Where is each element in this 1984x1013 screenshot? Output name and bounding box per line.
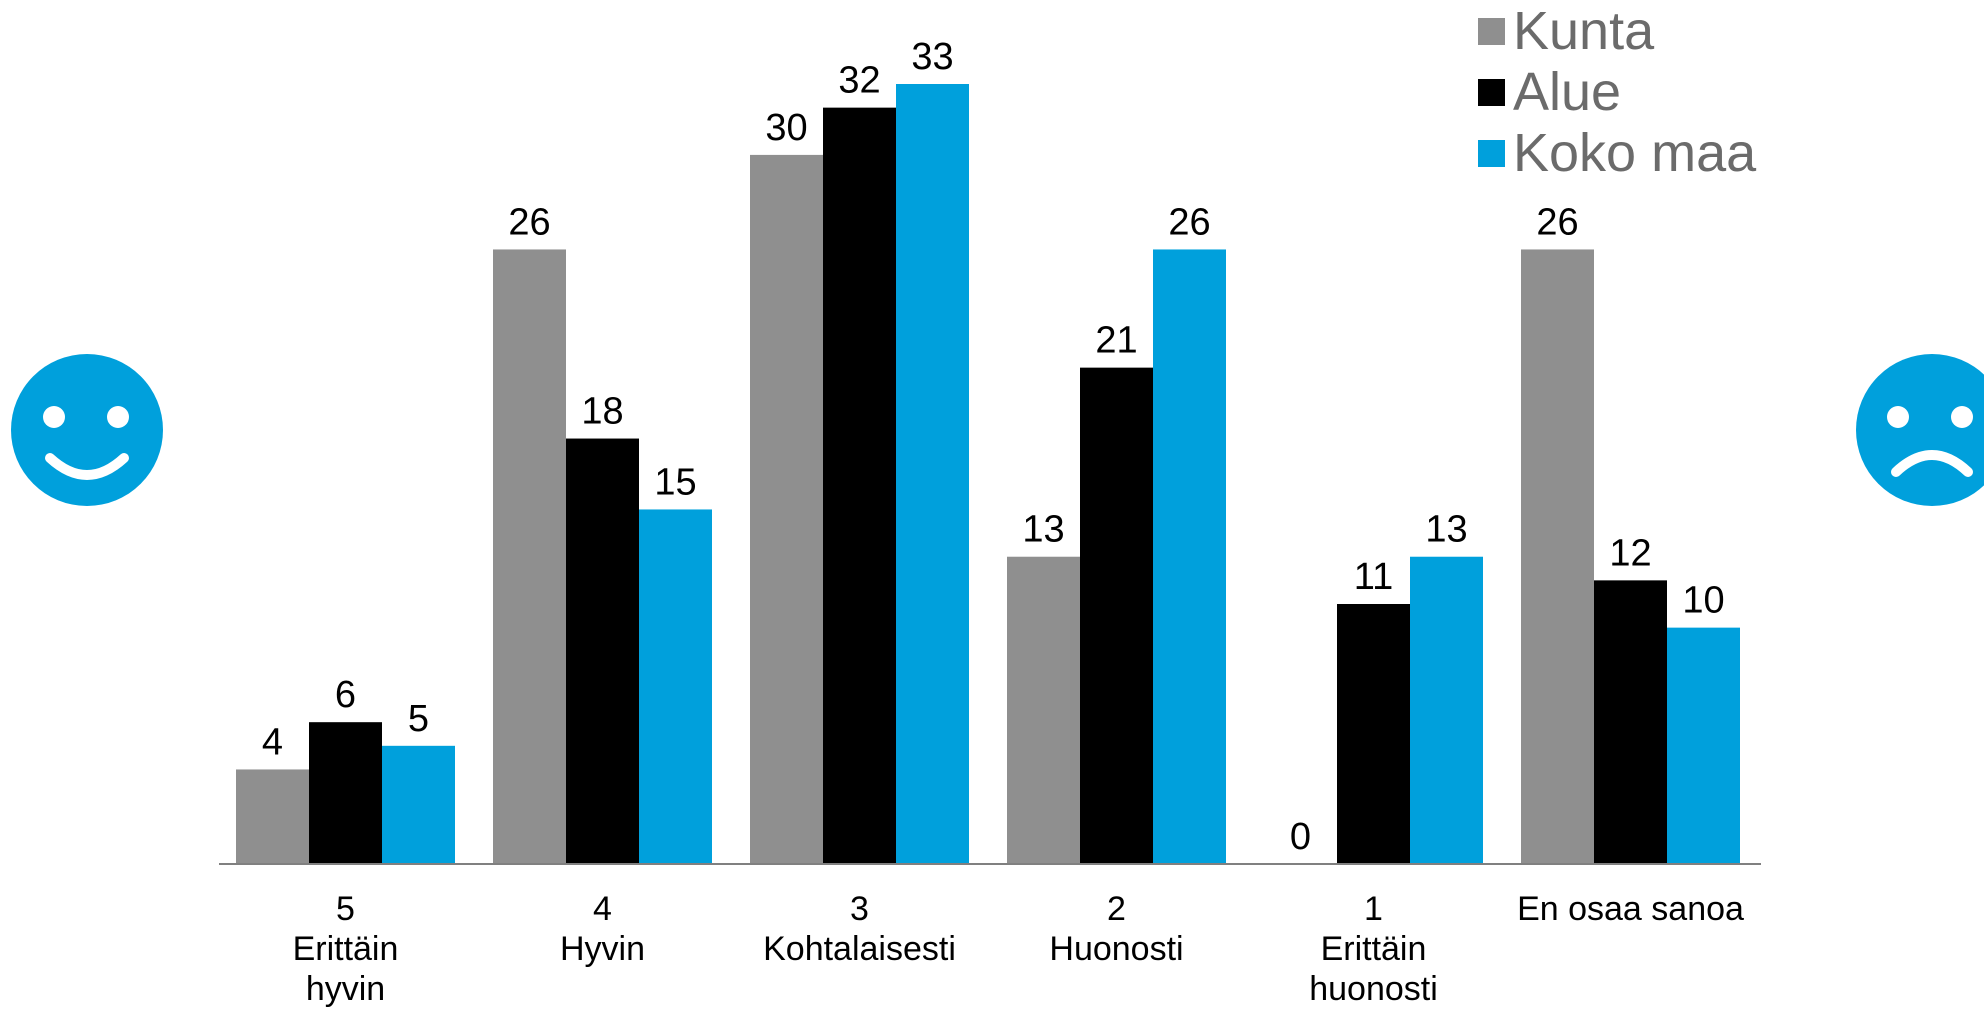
bar [566, 438, 639, 864]
category-label: 5 Erittäin hyvin [293, 890, 399, 1008]
data-label: 0 [1290, 816, 1311, 858]
category-label: 2 Huonosti [1049, 890, 1183, 968]
bar [1153, 249, 1226, 865]
bar [1080, 367, 1153, 864]
smiley-sad-icon [1856, 354, 1984, 506]
bar [382, 745, 455, 864]
value-labels: 4 6 5 26 18 15 30 32 33 13 21 26 0 11 13 26 12 10 [262, 36, 1725, 858]
category-labels: 5 Erittäin hyvin 4 Hyvin 3 Kohtalaisesti 2 Huono… [293, 890, 1744, 1008]
bar [639, 509, 712, 864]
bar [309, 722, 382, 864]
legend-swatch [1478, 79, 1505, 106]
data-label: 33 [911, 36, 953, 78]
bar [493, 249, 566, 865]
bar [1410, 556, 1483, 864]
data-label: 12 [1609, 532, 1651, 574]
data-label: 5 [408, 698, 429, 740]
bar [1007, 556, 1080, 864]
data-label: 32 [838, 60, 880, 102]
data-label: 26 [1168, 201, 1210, 243]
bar [750, 154, 823, 865]
legend-label: Alue [1513, 62, 1621, 122]
data-label: 26 [508, 201, 550, 243]
legend-label: Kunta [1513, 1, 1655, 61]
data-label: 10 [1682, 580, 1724, 622]
data-label: 30 [765, 107, 807, 149]
bar [1521, 249, 1594, 865]
smiley-happy-icon [11, 354, 163, 506]
data-label: 11 [1354, 556, 1393, 598]
category-label: 3 Kohtalaisesti [763, 890, 956, 968]
bar [896, 84, 969, 864]
legend-label: Koko maa [1513, 123, 1757, 183]
icons [11, 354, 1984, 506]
data-label: 21 [1095, 320, 1137, 362]
legend-swatch [1478, 18, 1505, 45]
bar [236, 769, 309, 864]
bar [1337, 604, 1410, 864]
data-label: 6 [335, 674, 356, 716]
bars [236, 84, 1740, 865]
legend-swatch [1478, 140, 1505, 167]
bar [1594, 580, 1667, 864]
bar [823, 107, 896, 865]
data-label: 13 [1022, 509, 1064, 551]
data-label: 13 [1425, 509, 1467, 551]
data-label: 18 [581, 391, 623, 433]
data-label: 26 [1536, 201, 1578, 243]
data-label: 15 [654, 461, 696, 503]
category-label: 4 Hyvin [560, 890, 645, 968]
category-label: 1 Erittäin huonosti [1309, 890, 1438, 1008]
data-label: 4 [262, 721, 283, 763]
category-label: En osaa sanoa [1517, 890, 1744, 928]
bar [1667, 627, 1740, 864]
